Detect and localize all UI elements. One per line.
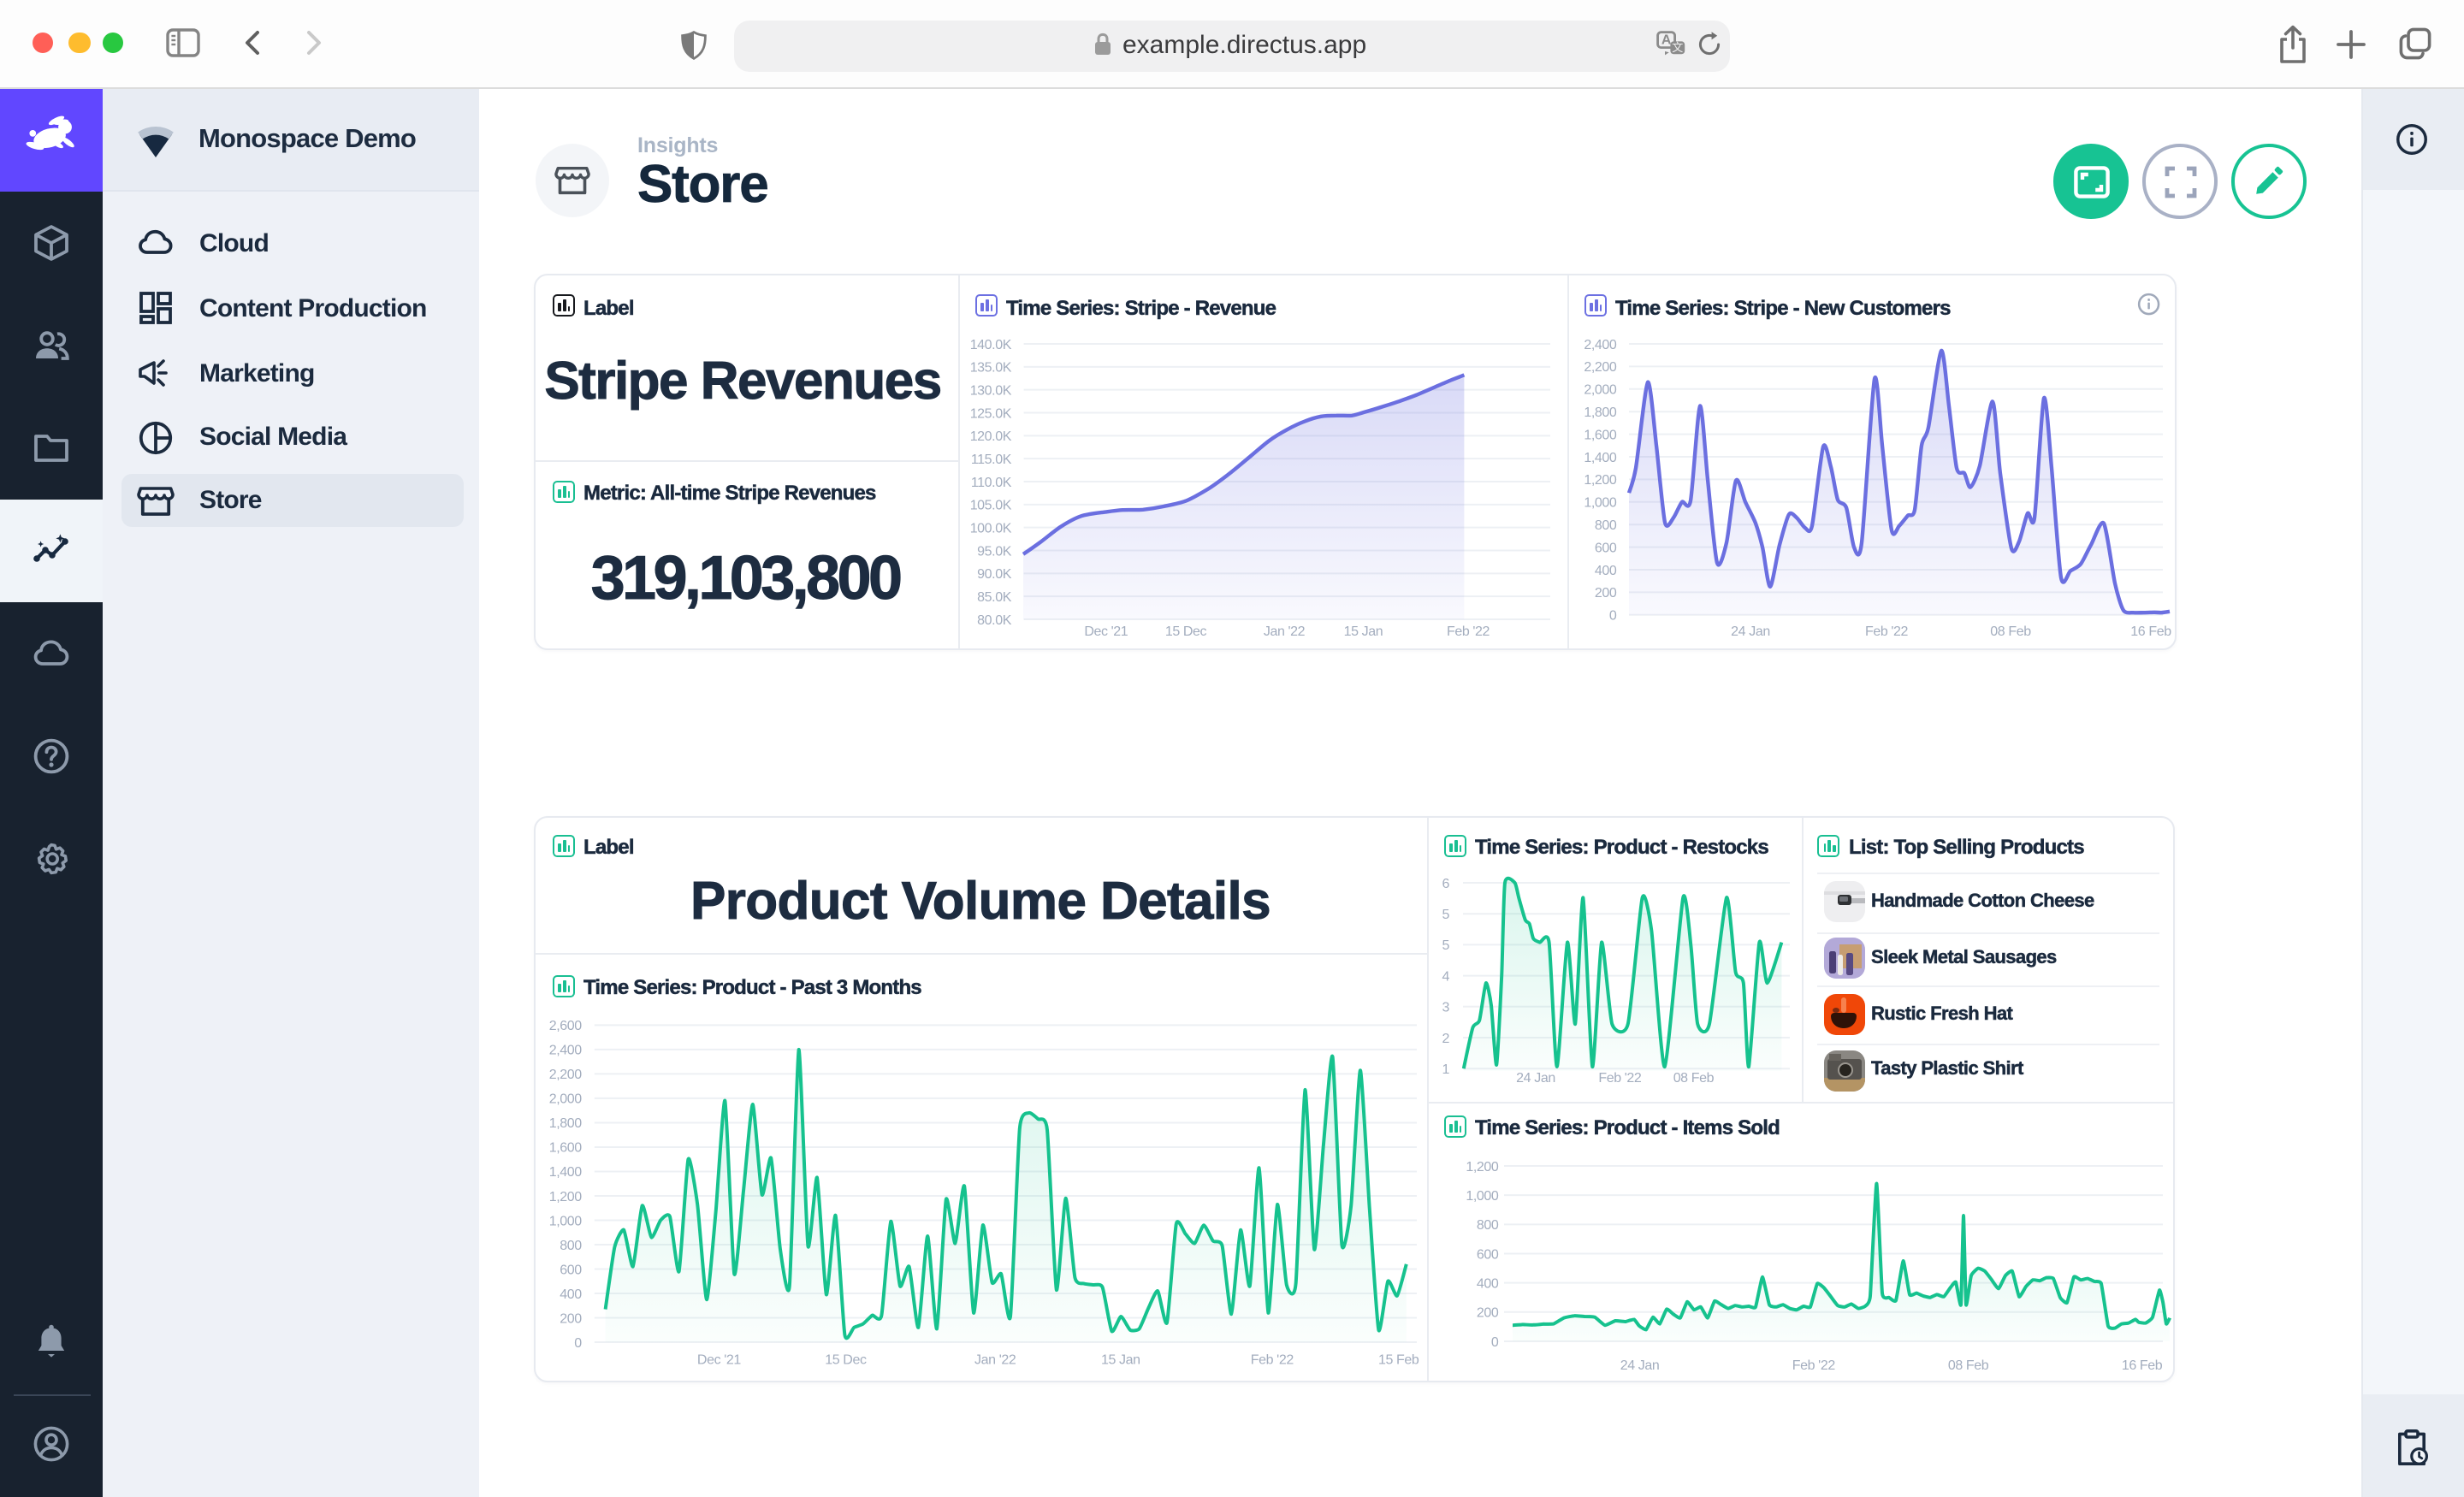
svg-text:24 Jan: 24 Jan: [1731, 624, 1770, 639]
svg-text:600: 600: [560, 1263, 582, 1277]
svg-text:400: 400: [1595, 564, 1617, 578]
svg-text:Feb '22: Feb '22: [1251, 1353, 1294, 1368]
svg-text:2,400: 2,400: [549, 1044, 583, 1058]
svg-text:95.0K: 95.0K: [977, 544, 1012, 559]
svg-text:600: 600: [1477, 1247, 1499, 1262]
svg-text:200: 200: [1477, 1306, 1499, 1321]
svg-text:08 Feb: 08 Feb: [1990, 624, 2031, 639]
svg-text:0: 0: [574, 1336, 582, 1351]
svg-text:1,000: 1,000: [549, 1214, 583, 1228]
svg-text:0: 0: [1609, 609, 1617, 624]
svg-text:125.0K: 125.0K: [970, 406, 1012, 421]
svg-text:5: 5: [1442, 938, 1450, 953]
svg-text:Feb '22: Feb '22: [1865, 624, 1909, 639]
svg-text:2,200: 2,200: [1584, 360, 1617, 375]
svg-text:15 Dec: 15 Dec: [825, 1353, 867, 1368]
svg-text:135.0K: 135.0K: [970, 361, 1012, 376]
svg-text:3: 3: [1442, 1001, 1450, 1015]
svg-text:08 Feb: 08 Feb: [1948, 1358, 1989, 1373]
svg-text:4: 4: [1442, 969, 1450, 984]
svg-text:08 Feb: 08 Feb: [1673, 1071, 1715, 1086]
svg-text:2,000: 2,000: [1584, 383, 1617, 398]
svg-text:1,400: 1,400: [1584, 451, 1617, 465]
svg-text:1,200: 1,200: [1466, 1160, 1499, 1175]
svg-text:1,600: 1,600: [1584, 428, 1617, 442]
svg-text:Feb '22: Feb '22: [1598, 1071, 1642, 1086]
svg-text:1,200: 1,200: [1584, 473, 1617, 488]
svg-text:85.0K: 85.0K: [977, 590, 1012, 605]
svg-text:文: 文: [1672, 41, 1683, 54]
svg-text:16 Feb: 16 Feb: [2122, 1358, 2163, 1373]
svg-text:Jan '22: Jan '22: [974, 1353, 1016, 1368]
svg-text:100.0K: 100.0K: [970, 521, 1012, 535]
svg-text:115.0K: 115.0K: [971, 453, 1012, 467]
svg-text:Feb '22: Feb '22: [1447, 624, 1490, 639]
svg-text:600: 600: [1595, 541, 1617, 555]
svg-text:400: 400: [560, 1287, 582, 1302]
svg-text:1,800: 1,800: [549, 1116, 583, 1131]
svg-text:15 Jan: 15 Jan: [1344, 624, 1383, 639]
svg-text:2: 2: [1442, 1032, 1450, 1046]
svg-text:800: 800: [560, 1239, 582, 1253]
svg-text:2,600: 2,600: [549, 1019, 583, 1033]
svg-text:Dec '21: Dec '21: [697, 1353, 741, 1368]
svg-text:110.0K: 110.0K: [971, 476, 1012, 490]
svg-text:0: 0: [1491, 1335, 1499, 1350]
svg-text:800: 800: [1477, 1218, 1499, 1233]
svg-text:105.0K: 105.0K: [970, 499, 1012, 513]
svg-text:5: 5: [1442, 908, 1450, 922]
svg-text:400: 400: [1477, 1276, 1499, 1291]
svg-text:200: 200: [1595, 586, 1617, 601]
svg-text:2,200: 2,200: [549, 1068, 583, 1082]
svg-text:Feb '22: Feb '22: [1792, 1358, 1836, 1373]
svg-text:6: 6: [1442, 877, 1450, 891]
svg-text:1,800: 1,800: [1584, 405, 1617, 420]
svg-text:80.0K: 80.0K: [977, 613, 1012, 628]
svg-text:15 Jan: 15 Jan: [1101, 1353, 1140, 1368]
svg-text:16 Feb: 16 Feb: [2130, 624, 2171, 639]
svg-text:Dec '21: Dec '21: [1084, 624, 1128, 639]
svg-text:90.0K: 90.0K: [977, 567, 1012, 582]
svg-text:800: 800: [1595, 518, 1617, 533]
svg-text:15 Dec: 15 Dec: [1165, 624, 1207, 639]
svg-text:1: 1: [1442, 1062, 1450, 1077]
svg-text:130.0K: 130.0K: [970, 383, 1012, 398]
svg-text:1,400: 1,400: [549, 1165, 583, 1180]
svg-text:15 Feb: 15 Feb: [1378, 1353, 1419, 1368]
svg-text:120.0K: 120.0K: [970, 429, 1012, 444]
svg-text:200: 200: [560, 1311, 582, 1326]
svg-text:2,400: 2,400: [1584, 338, 1617, 352]
svg-text:140.0K: 140.0K: [970, 338, 1012, 352]
svg-text:2,000: 2,000: [549, 1092, 583, 1107]
svg-text:A: A: [1661, 33, 1672, 48]
svg-text:24 Jan: 24 Jan: [1620, 1358, 1660, 1373]
svg-text:1,000: 1,000: [1466, 1189, 1499, 1204]
svg-text:1,600: 1,600: [549, 1141, 583, 1156]
svg-text:Jan '22: Jan '22: [1264, 624, 1306, 639]
svg-text:1,000: 1,000: [1584, 496, 1617, 511]
svg-text:24 Jan: 24 Jan: [1516, 1071, 1555, 1086]
svg-text:1,200: 1,200: [549, 1190, 583, 1204]
